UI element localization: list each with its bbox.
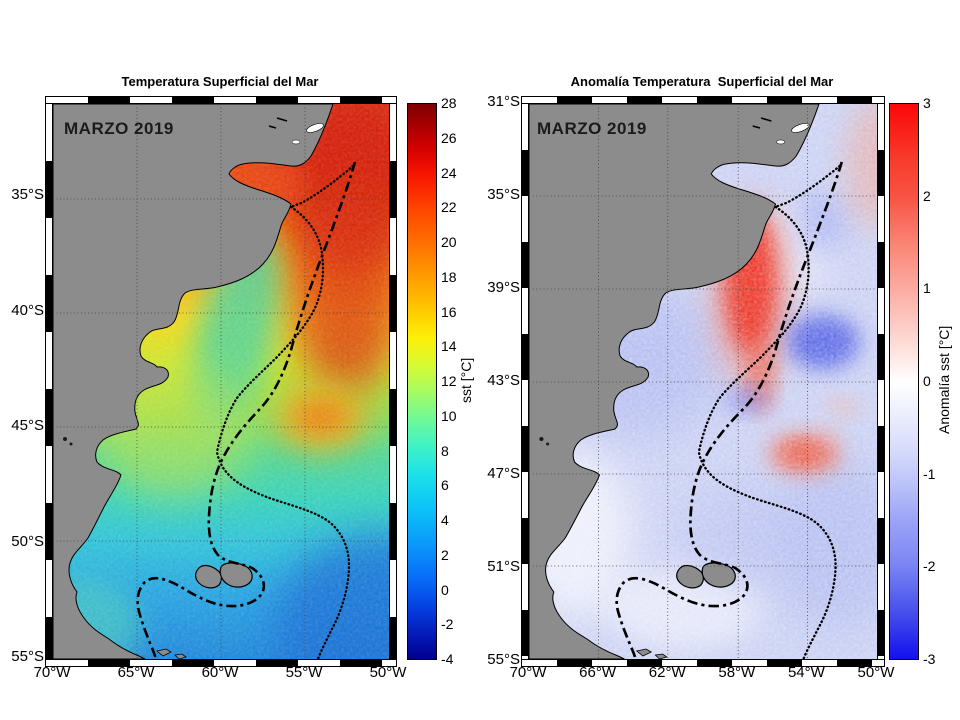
x-tick-label: 65°W	[117, 664, 155, 681]
colorbar-tick-label: 0	[441, 581, 449, 598]
x-tick-label: 60°W	[201, 664, 239, 681]
colorbar-tick-label: -3	[923, 650, 936, 667]
sst-date-label: MARZO 2019	[64, 119, 174, 138]
x-tick-label: 58°W	[718, 664, 756, 681]
colorbar-tick-label: 16	[441, 303, 457, 320]
anomaly-map-border-right	[877, 103, 885, 660]
sst-panel-title: Temperatura Superficial del Mar	[121, 74, 319, 89]
y-tick-label: 55°S	[11, 648, 44, 665]
x-tick-label: 70°W	[33, 664, 71, 681]
y-tick-label: 45°S	[11, 417, 44, 434]
x-tick-label: 62°W	[648, 664, 686, 681]
colorbar-tick-label: 28	[441, 95, 457, 111]
colorbar-tick-label: -2	[441, 616, 454, 633]
y-tick-label: 31°S	[487, 93, 520, 110]
colorbar-tick-label: 24	[441, 164, 457, 181]
colorbar-tick-label: 26	[441, 129, 457, 146]
colorbar-tick-label: -1	[923, 465, 936, 482]
colorbar-tick-label: 14	[441, 338, 457, 355]
y-tick-label: 55°S	[487, 651, 520, 668]
colorbar-tick-label: 0	[923, 372, 931, 389]
colorbar-tick-label: 10	[441, 407, 457, 424]
x-tick-label: 54°W	[787, 664, 825, 681]
x-tick-label: 50°W	[857, 664, 895, 681]
colorbar-tick-label: 6	[441, 477, 449, 494]
sst-y-axis-ticks: 35°S 40°S 45°S 50°S 55°S	[2, 187, 44, 664]
sst-map	[52, 103, 390, 660]
anomaly-gridlines	[529, 104, 877, 659]
colorbar-tick-label: 12	[441, 373, 457, 389]
colorbar-tick-label: 4	[441, 512, 449, 528]
anomaly-x-axis-ticks: 70°W 66°W 62°W 58°W 54°W 50°W	[504, 665, 900, 680]
y-tick-label: 50°S	[11, 532, 44, 550]
sst-x-axis-ticks: 70°W 65°W 60°W 55°W 50°W	[28, 665, 412, 680]
colorbar-tick-label: 3	[923, 95, 931, 111]
x-tick-label: 55°W	[285, 664, 323, 681]
anomaly-panel-title: Anomalía Temperatura Superficial del Mar	[570, 74, 834, 89]
y-tick-label: 40°S	[11, 301, 44, 319]
colorbar-tick-label: 20	[441, 234, 457, 250]
anomaly-colorbar	[889, 103, 919, 660]
y-tick-label: 39°S	[487, 279, 520, 296]
sst-colorbar	[407, 103, 437, 660]
colorbar-tick-label: 2	[441, 546, 449, 563]
y-tick-label: 35°S	[11, 186, 44, 203]
colorbar-tick-label: 1	[923, 280, 931, 297]
anomaly-y-axis-ticks: 31°S 35°S 39°S 43°S 47°S 51°S 55°S	[476, 94, 520, 667]
x-tick-label: 70°W	[509, 664, 547, 681]
anomaly-colorbar-ticks: 3 2 1 0 -1 -2 -3	[923, 96, 953, 666]
y-tick-label: 51°S	[487, 558, 520, 575]
y-tick-label: 35°S	[487, 186, 520, 203]
sst-colorbar-label: sst [°C]	[458, 357, 474, 403]
y-tick-label: 43°S	[487, 372, 520, 389]
anomaly-colorbar-label: Anomalía sst [°C]	[936, 325, 952, 435]
anomaly-date-label: MARZO 2019	[537, 119, 647, 138]
x-tick-label: 66°W	[579, 664, 617, 681]
colorbar-tick-label: 8	[441, 442, 449, 459]
colorbar-tick-label: -2	[923, 558, 936, 575]
sst-map-border-right	[389, 103, 397, 660]
colorbar-tick-label: 2	[923, 187, 931, 204]
colorbar-tick-label: 18	[441, 268, 457, 285]
y-tick-label: 47°S	[487, 465, 520, 482]
sst-gridlines	[53, 104, 389, 659]
colorbar-tick-label: -4	[441, 651, 454, 667]
colorbar-tick-label: 22	[441, 199, 457, 216]
anomaly-map	[528, 103, 878, 660]
sst-colorbar-ticks: 28 26 24 22 20 18 16 14 12 10 8 6 4 2 0 -2 -4	[441, 96, 471, 666]
x-tick-label: 50°W	[369, 664, 407, 681]
